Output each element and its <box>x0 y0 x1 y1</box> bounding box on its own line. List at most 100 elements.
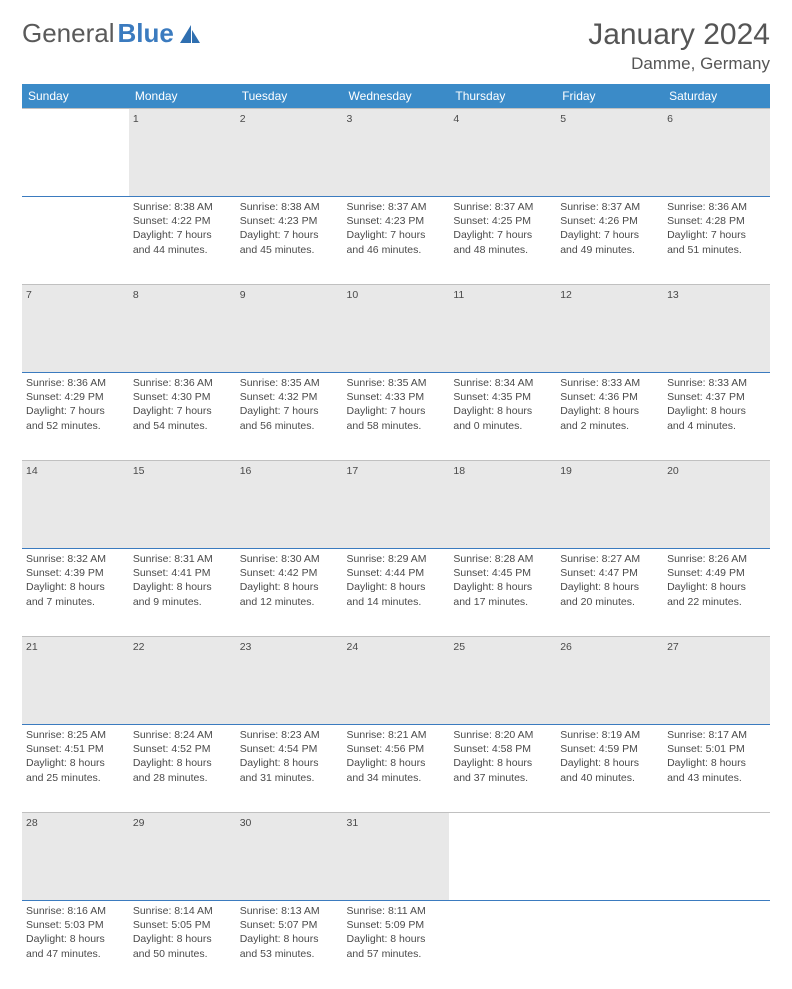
day-header: Friday <box>556 84 663 109</box>
day-cell: Sunrise: 8:35 AMSunset: 4:32 PMDaylight:… <box>236 373 343 461</box>
day-info: Sunrise: 8:24 AMSunset: 4:52 PMDaylight:… <box>133 728 232 785</box>
day-info: Sunrise: 8:34 AMSunset: 4:35 PMDaylight:… <box>453 376 552 433</box>
sunset-line: Sunset: 5:01 PM <box>667 742 766 756</box>
sunset-line: Sunset: 4:39 PM <box>26 566 125 580</box>
day-cell: Sunrise: 8:36 AMSunset: 4:29 PMDaylight:… <box>22 373 129 461</box>
day-cell: Sunrise: 8:37 AMSunset: 4:23 PMDaylight:… <box>343 197 450 285</box>
day-number: 4 <box>449 109 556 197</box>
day-cell: Sunrise: 8:38 AMSunset: 4:23 PMDaylight:… <box>236 197 343 285</box>
info-row: Sunrise: 8:38 AMSunset: 4:22 PMDaylight:… <box>22 197 770 285</box>
day-info: Sunrise: 8:32 AMSunset: 4:39 PMDaylight:… <box>26 552 125 609</box>
day-info: Sunrise: 8:38 AMSunset: 4:22 PMDaylight:… <box>133 200 232 257</box>
sunset-line: Sunset: 4:26 PM <box>560 214 659 228</box>
sunrise-line: Sunrise: 8:14 AM <box>133 904 232 918</box>
daynum-row: 21222324252627 <box>22 637 770 725</box>
day-cell: Sunrise: 8:26 AMSunset: 4:49 PMDaylight:… <box>663 549 770 637</box>
daylight-line: Daylight: 8 hours and 47 minutes. <box>26 932 125 960</box>
day-info: Sunrise: 8:16 AMSunset: 5:03 PMDaylight:… <box>26 904 125 961</box>
day-number: 21 <box>22 637 129 725</box>
day-info: Sunrise: 8:23 AMSunset: 4:54 PMDaylight:… <box>240 728 339 785</box>
sunset-line: Sunset: 4:36 PM <box>560 390 659 404</box>
sunrise-line: Sunrise: 8:36 AM <box>667 200 766 214</box>
day-cell: Sunrise: 8:11 AMSunset: 5:09 PMDaylight:… <box>343 901 450 989</box>
day-number: 25 <box>449 637 556 725</box>
day-info: Sunrise: 8:33 AMSunset: 4:36 PMDaylight:… <box>560 376 659 433</box>
sunset-line: Sunset: 4:33 PM <box>347 390 446 404</box>
calendar-table: SundayMondayTuesdayWednesdayThursdayFrid… <box>22 84 770 989</box>
daylight-line: Daylight: 8 hours and 20 minutes. <box>560 580 659 608</box>
sunrise-line: Sunrise: 8:19 AM <box>560 728 659 742</box>
day-number: 23 <box>236 637 343 725</box>
day-cell: Sunrise: 8:20 AMSunset: 4:58 PMDaylight:… <box>449 725 556 813</box>
daylight-line: Daylight: 8 hours and 0 minutes. <box>453 404 552 432</box>
day-cell: Sunrise: 8:14 AMSunset: 5:05 PMDaylight:… <box>129 901 236 989</box>
sunset-line: Sunset: 4:47 PM <box>560 566 659 580</box>
day-info: Sunrise: 8:33 AMSunset: 4:37 PMDaylight:… <box>667 376 766 433</box>
daylight-line: Daylight: 7 hours and 58 minutes. <box>347 404 446 432</box>
brand-logo: GeneralBlue <box>22 18 201 49</box>
daylight-line: Daylight: 7 hours and 49 minutes. <box>560 228 659 256</box>
day-header-row: SundayMondayTuesdayWednesdayThursdayFrid… <box>22 84 770 109</box>
day-number: 14 <box>22 461 129 549</box>
day-cell <box>663 901 770 989</box>
day-number <box>22 109 129 197</box>
day-number: 1 <box>129 109 236 197</box>
daylight-line: Daylight: 8 hours and 31 minutes. <box>240 756 339 784</box>
day-info: Sunrise: 8:25 AMSunset: 4:51 PMDaylight:… <box>26 728 125 785</box>
day-info: Sunrise: 8:20 AMSunset: 4:58 PMDaylight:… <box>453 728 552 785</box>
day-cell: Sunrise: 8:28 AMSunset: 4:45 PMDaylight:… <box>449 549 556 637</box>
sunrise-line: Sunrise: 8:11 AM <box>347 904 446 918</box>
day-number: 13 <box>663 285 770 373</box>
day-number: 19 <box>556 461 663 549</box>
sunrise-line: Sunrise: 8:26 AM <box>667 552 766 566</box>
daylight-line: Daylight: 8 hours and 43 minutes. <box>667 756 766 784</box>
day-number: 29 <box>129 813 236 901</box>
day-cell: Sunrise: 8:36 AMSunset: 4:30 PMDaylight:… <box>129 373 236 461</box>
day-info: Sunrise: 8:13 AMSunset: 5:07 PMDaylight:… <box>240 904 339 961</box>
sunrise-line: Sunrise: 8:30 AM <box>240 552 339 566</box>
day-info: Sunrise: 8:37 AMSunset: 4:23 PMDaylight:… <box>347 200 446 257</box>
daylight-line: Daylight: 8 hours and 57 minutes. <box>347 932 446 960</box>
day-number <box>556 813 663 901</box>
sail-icon <box>179 24 201 44</box>
day-number: 28 <box>22 813 129 901</box>
sunrise-line: Sunrise: 8:33 AM <box>560 376 659 390</box>
day-cell: Sunrise: 8:37 AMSunset: 4:26 PMDaylight:… <box>556 197 663 285</box>
day-cell: Sunrise: 8:34 AMSunset: 4:35 PMDaylight:… <box>449 373 556 461</box>
sunset-line: Sunset: 4:51 PM <box>26 742 125 756</box>
daylight-line: Daylight: 8 hours and 14 minutes. <box>347 580 446 608</box>
day-info: Sunrise: 8:36 AMSunset: 4:28 PMDaylight:… <box>667 200 766 257</box>
sunrise-line: Sunrise: 8:29 AM <box>347 552 446 566</box>
day-header: Wednesday <box>343 84 450 109</box>
day-header: Monday <box>129 84 236 109</box>
day-cell: Sunrise: 8:32 AMSunset: 4:39 PMDaylight:… <box>22 549 129 637</box>
sunset-line: Sunset: 4:25 PM <box>453 214 552 228</box>
day-number: 15 <box>129 461 236 549</box>
day-cell: Sunrise: 8:36 AMSunset: 4:28 PMDaylight:… <box>663 197 770 285</box>
daylight-line: Daylight: 8 hours and 7 minutes. <box>26 580 125 608</box>
header-bar: GeneralBlue January 2024 Damme, Germany <box>22 18 770 74</box>
day-number: 27 <box>663 637 770 725</box>
sunset-line: Sunset: 4:42 PM <box>240 566 339 580</box>
day-cell: Sunrise: 8:35 AMSunset: 4:33 PMDaylight:… <box>343 373 450 461</box>
month-title: January 2024 <box>588 18 770 52</box>
day-number: 30 <box>236 813 343 901</box>
sunrise-line: Sunrise: 8:17 AM <box>667 728 766 742</box>
day-info: Sunrise: 8:14 AMSunset: 5:05 PMDaylight:… <box>133 904 232 961</box>
sunrise-line: Sunrise: 8:37 AM <box>453 200 552 214</box>
daylight-line: Daylight: 8 hours and 22 minutes. <box>667 580 766 608</box>
sunrise-line: Sunrise: 8:36 AM <box>26 376 125 390</box>
daylight-line: Daylight: 8 hours and 28 minutes. <box>133 756 232 784</box>
sunset-line: Sunset: 4:58 PM <box>453 742 552 756</box>
brand-part2: Blue <box>118 18 174 49</box>
day-info: Sunrise: 8:19 AMSunset: 4:59 PMDaylight:… <box>560 728 659 785</box>
sunset-line: Sunset: 4:52 PM <box>133 742 232 756</box>
day-number: 31 <box>343 813 450 901</box>
sunrise-line: Sunrise: 8:36 AM <box>133 376 232 390</box>
day-info: Sunrise: 8:36 AMSunset: 4:29 PMDaylight:… <box>26 376 125 433</box>
sunrise-line: Sunrise: 8:37 AM <box>560 200 659 214</box>
info-row: Sunrise: 8:36 AMSunset: 4:29 PMDaylight:… <box>22 373 770 461</box>
sunrise-line: Sunrise: 8:35 AM <box>240 376 339 390</box>
day-number <box>449 813 556 901</box>
sunset-line: Sunset: 4:29 PM <box>26 390 125 404</box>
